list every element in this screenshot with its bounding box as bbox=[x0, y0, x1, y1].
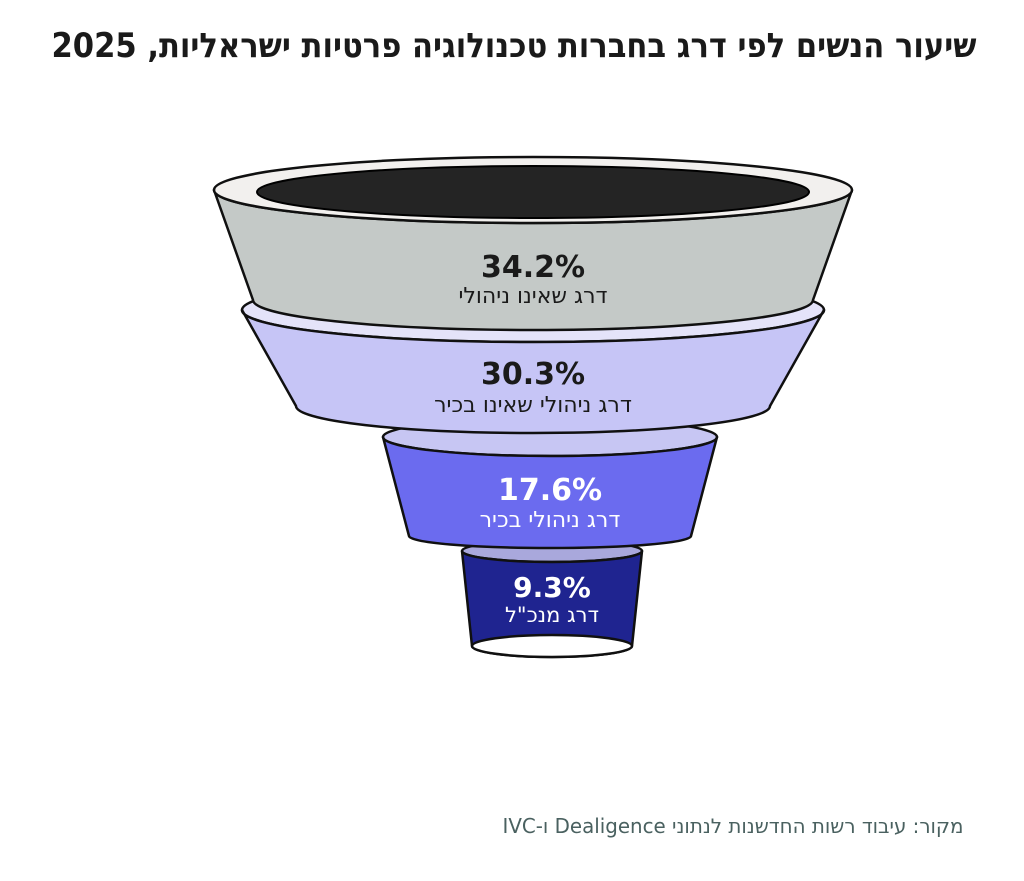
chart-title: שיעור הנשים לפי דרג בחברות טכנולוגיה פרט… bbox=[51, 26, 976, 66]
funnel-top-hole bbox=[256, 165, 810, 219]
stage-3-value: 17.6% bbox=[498, 473, 602, 508]
stage-2-label: דרג ניהולי שאינו בכיר bbox=[434, 393, 632, 418]
stage-2-value: 30.3% bbox=[481, 357, 585, 392]
funnel-stage-2-band bbox=[240, 308, 826, 435]
funnel-stage-3-band bbox=[381, 435, 719, 550]
stage-4-value: 9.3% bbox=[513, 571, 591, 604]
stage-4-label: דרג מנכ"ל bbox=[505, 603, 599, 627]
funnel-exit-hole bbox=[470, 633, 634, 659]
stage-3-label: דרג ניהולי בכיר bbox=[480, 508, 621, 533]
source-note: מקור: עיבוד רשות החדשנות לנתוני Dealigen… bbox=[503, 814, 964, 838]
stage-1-label: דרג שאינו ניהולי bbox=[458, 284, 607, 309]
stage-1-value: 34.2% bbox=[481, 250, 585, 285]
